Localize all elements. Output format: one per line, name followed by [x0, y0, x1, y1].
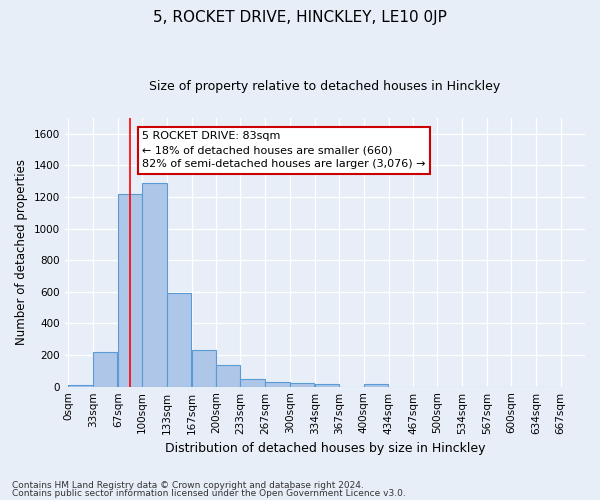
Text: Contains public sector information licensed under the Open Government Licence v3: Contains public sector information licen…: [12, 488, 406, 498]
X-axis label: Distribution of detached houses by size in Hinckley: Distribution of detached houses by size …: [164, 442, 485, 455]
Text: 5, ROCKET DRIVE, HINCKLEY, LE10 0JP: 5, ROCKET DRIVE, HINCKLEY, LE10 0JP: [153, 10, 447, 25]
Bar: [93, 352, 117, 386]
Title: Size of property relative to detached houses in Hinckley: Size of property relative to detached ho…: [149, 80, 500, 93]
Text: Contains HM Land Registry data © Crown copyright and database right 2024.: Contains HM Land Registry data © Crown c…: [12, 481, 364, 490]
Bar: [290, 382, 314, 386]
Bar: [142, 182, 167, 386]
Bar: [265, 382, 290, 386]
Bar: [167, 294, 191, 386]
Bar: [191, 350, 216, 386]
Text: 5 ROCKET DRIVE: 83sqm
← 18% of detached houses are smaller (660)
82% of semi-det: 5 ROCKET DRIVE: 83sqm ← 18% of detached …: [142, 131, 425, 169]
Bar: [241, 379, 265, 386]
Y-axis label: Number of detached properties: Number of detached properties: [15, 159, 28, 345]
Bar: [216, 366, 241, 386]
Bar: [68, 385, 93, 386]
Bar: [364, 384, 388, 386]
Bar: [315, 384, 339, 386]
Bar: [118, 194, 142, 386]
